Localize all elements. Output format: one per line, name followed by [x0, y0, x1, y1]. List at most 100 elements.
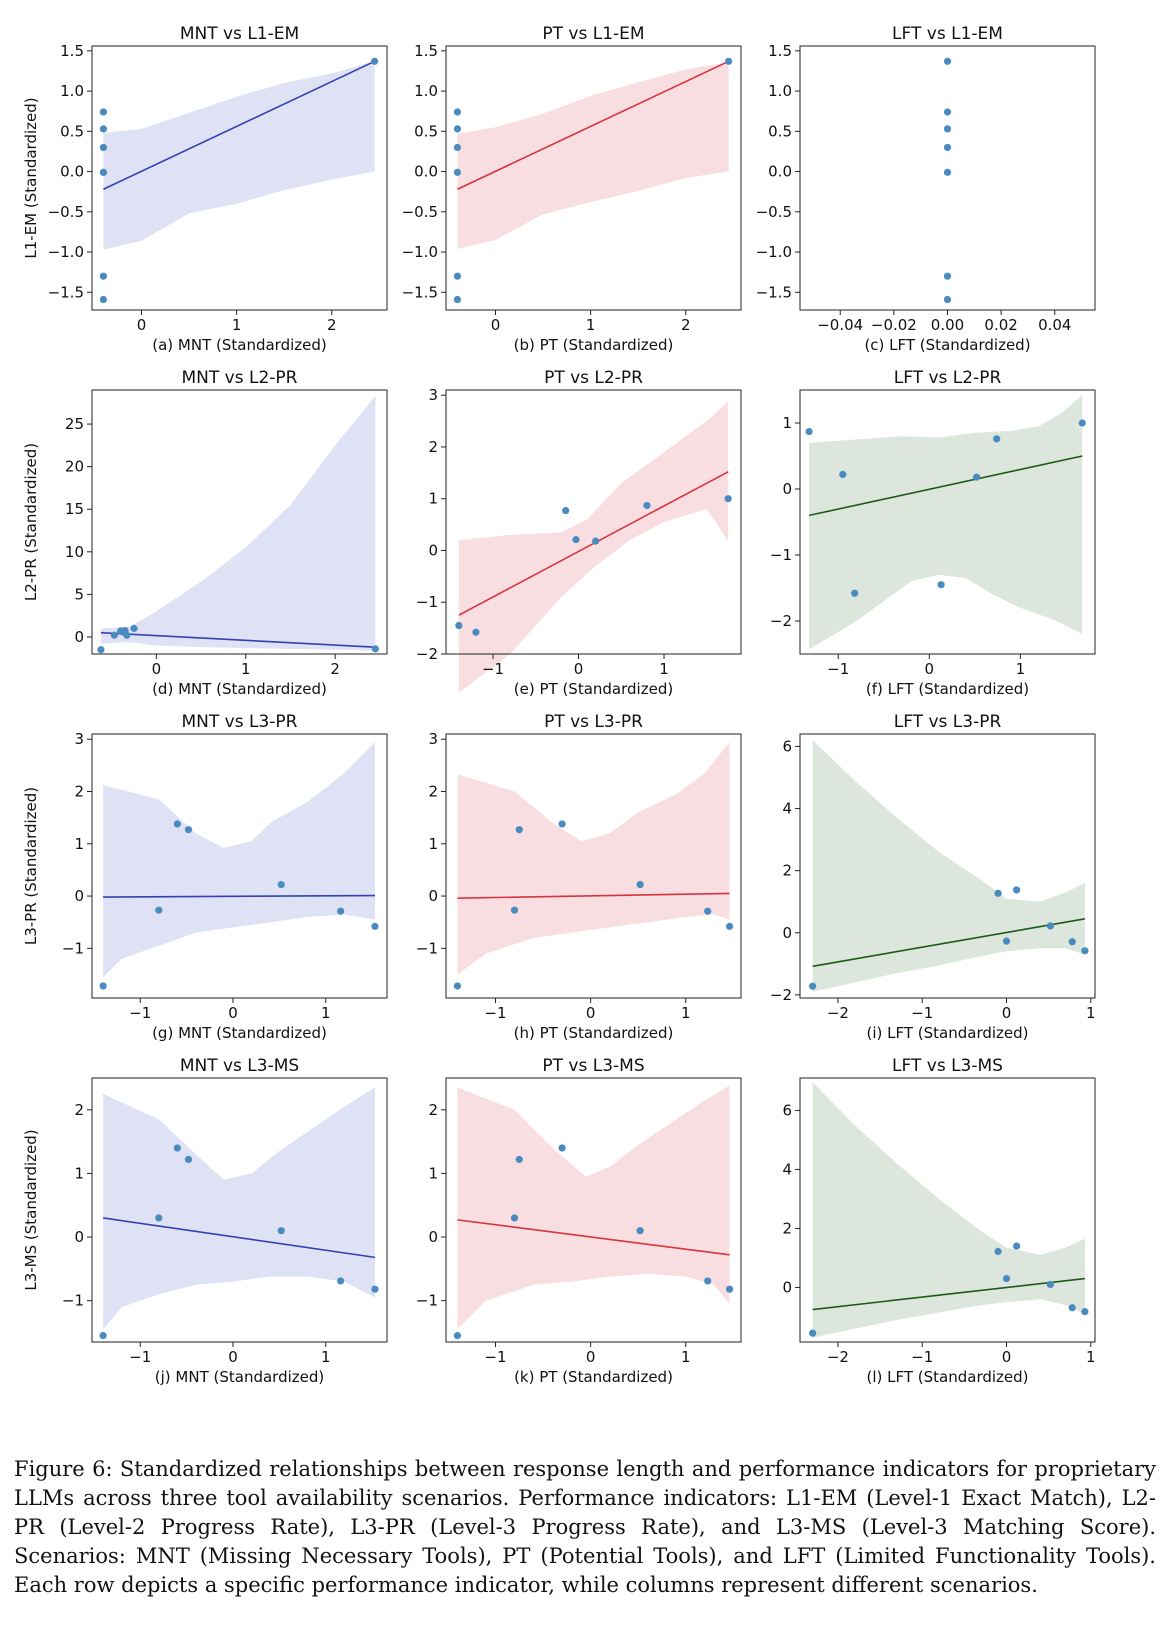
data-point	[99, 168, 108, 176]
data-point	[994, 889, 1002, 897]
y-tick-label: 2	[428, 438, 438, 456]
y-tick-label: −1	[62, 1292, 84, 1310]
x-tick-label: 0	[228, 1004, 238, 1022]
x-axis-label: (e) PT (Standardized)	[514, 680, 673, 698]
data-point	[453, 295, 462, 304]
data-point	[1046, 1280, 1054, 1289]
regression-line	[812, 918, 1086, 968]
x-tick-label: 1	[241, 660, 251, 678]
axes-frame	[799, 1077, 1096, 1343]
data-point	[173, 1144, 181, 1152]
y-tick-label: 0	[428, 887, 438, 905]
data-point	[99, 295, 108, 304]
data-point	[943, 108, 952, 116]
regression-line	[103, 60, 375, 190]
data-point	[472, 628, 480, 636]
x-axis-label: (c) LFT (Standardized)	[864, 336, 1030, 354]
y-tick-label: −0.5	[48, 203, 84, 221]
y-tick-label: 1.0	[414, 82, 438, 100]
x-tick-label: 1	[681, 1348, 691, 1366]
y-tick-label: 25	[65, 415, 84, 433]
x-axis-label: (j) MNT (Standardized)	[155, 1368, 324, 1386]
x-tick-label: 0	[491, 316, 501, 334]
y-tick-label: 2	[428, 1101, 438, 1119]
x-axis-label: (k) PT (Standardized)	[514, 1368, 673, 1386]
y-tick-label: 0	[428, 1228, 438, 1246]
data-point	[1013, 886, 1021, 894]
data-point	[1013, 1242, 1021, 1250]
data-point	[943, 272, 952, 280]
x-tick-label: 1	[1086, 1348, 1096, 1366]
axes-frame	[445, 389, 742, 655]
data-point	[636, 880, 644, 889]
y-tick-label: 2	[428, 783, 438, 801]
data-point	[558, 820, 566, 828]
y-tick-label: −1.0	[756, 243, 792, 261]
data-point	[1046, 922, 1054, 930]
data-point	[99, 108, 108, 116]
y-tick-label: 2	[782, 1219, 792, 1237]
data-point	[704, 907, 712, 915]
x-tick-label: −1	[484, 1348, 506, 1366]
data-point	[97, 646, 105, 654]
data-point	[515, 826, 523, 834]
data-point	[993, 435, 1001, 443]
subplot-title: MNT vs L2-PR	[182, 368, 298, 388]
y-tick-label: 1.0	[768, 82, 792, 100]
y-tick-label: 1	[428, 1164, 438, 1182]
y-tick-label: 0.0	[60, 163, 84, 181]
data-point	[725, 1285, 734, 1293]
data-point	[592, 537, 600, 545]
data-point	[1078, 419, 1086, 427]
data-point	[643, 501, 651, 510]
x-tick-label: 0	[228, 1348, 238, 1366]
y-axis-label: L2-PR (Standardized)	[22, 443, 40, 601]
y-tick-label: 0	[74, 887, 84, 905]
data-point	[173, 820, 181, 828]
y-tick-label: 4	[782, 1160, 792, 1178]
y-tick-label: −2	[770, 986, 792, 1004]
y-tick-label: 2	[74, 783, 84, 801]
x-axis-label: (b) PT (Standardized)	[514, 336, 674, 354]
data-point	[99, 1332, 107, 1340]
y-tick-label: −1	[416, 939, 438, 957]
y-tick-label: 0	[74, 1228, 84, 1246]
data-point	[510, 1214, 519, 1222]
x-tick-label: 1	[321, 1004, 331, 1022]
x-tick-label: −1	[482, 660, 504, 678]
y-tick-label: 20	[65, 458, 84, 476]
y-tick-label: −1.0	[402, 243, 438, 261]
x-tick-label: −1	[827, 660, 849, 678]
x-tick-label: 0.04	[1038, 316, 1071, 334]
subplot-title: MNT vs L3-MS	[180, 1056, 299, 1076]
y-tick-label: 6	[782, 1101, 792, 1119]
confidence-band	[100, 395, 376, 651]
subplot-11: −1 0 1 2 1 0 −1 PT vs L3-MS (k) PT (Standardized…	[416, 1056, 742, 1386]
subplot-title: LFT vs L1-EM	[892, 24, 1003, 44]
y-tick-label: 1.0	[60, 82, 84, 100]
subplot-1: 0 1 2 1.5 1.0 0.5 0.0 −0.5 −1.0 −1.5 MNT vs L1-EM (…	[22, 24, 388, 354]
y-tick-label: 1.5	[414, 42, 438, 60]
y-tick-label: −1.0	[48, 243, 84, 261]
subplot-2: 0 1 2 1.5 1.0 0.5 0.0 −0.5 −1.0 −1.5 PT vs L1-EM (b…	[402, 24, 742, 354]
data-point	[1002, 1274, 1011, 1283]
data-point	[1068, 938, 1076, 946]
data-point	[453, 125, 462, 133]
y-tick-label: 1	[782, 414, 792, 432]
y-tick-label: 10	[65, 543, 84, 561]
axes-frame	[91, 45, 388, 311]
axes-frame	[799, 389, 1096, 655]
data-point	[636, 1227, 644, 1235]
data-point	[943, 168, 952, 176]
x-tick-label: −2	[827, 1004, 849, 1022]
x-tick-label: 1	[1086, 1004, 1096, 1022]
y-tick-label: −1	[416, 593, 438, 611]
y-axis-label: L3-PR (Standardized)	[22, 787, 40, 945]
data-point	[973, 473, 981, 481]
y-tick-label: 0	[782, 1278, 792, 1296]
figure-grid: 0 1 2 1.5 1.0 0.5 0.0 −0.5 −1.0 −1.5 MNT vs L1-EM (…	[22, 24, 1096, 1386]
subplot-title: LFT vs L3-MS	[892, 1056, 1003, 1076]
regression-line	[812, 1277, 1085, 1311]
regression-line	[457, 60, 729, 190]
data-point	[943, 143, 952, 152]
